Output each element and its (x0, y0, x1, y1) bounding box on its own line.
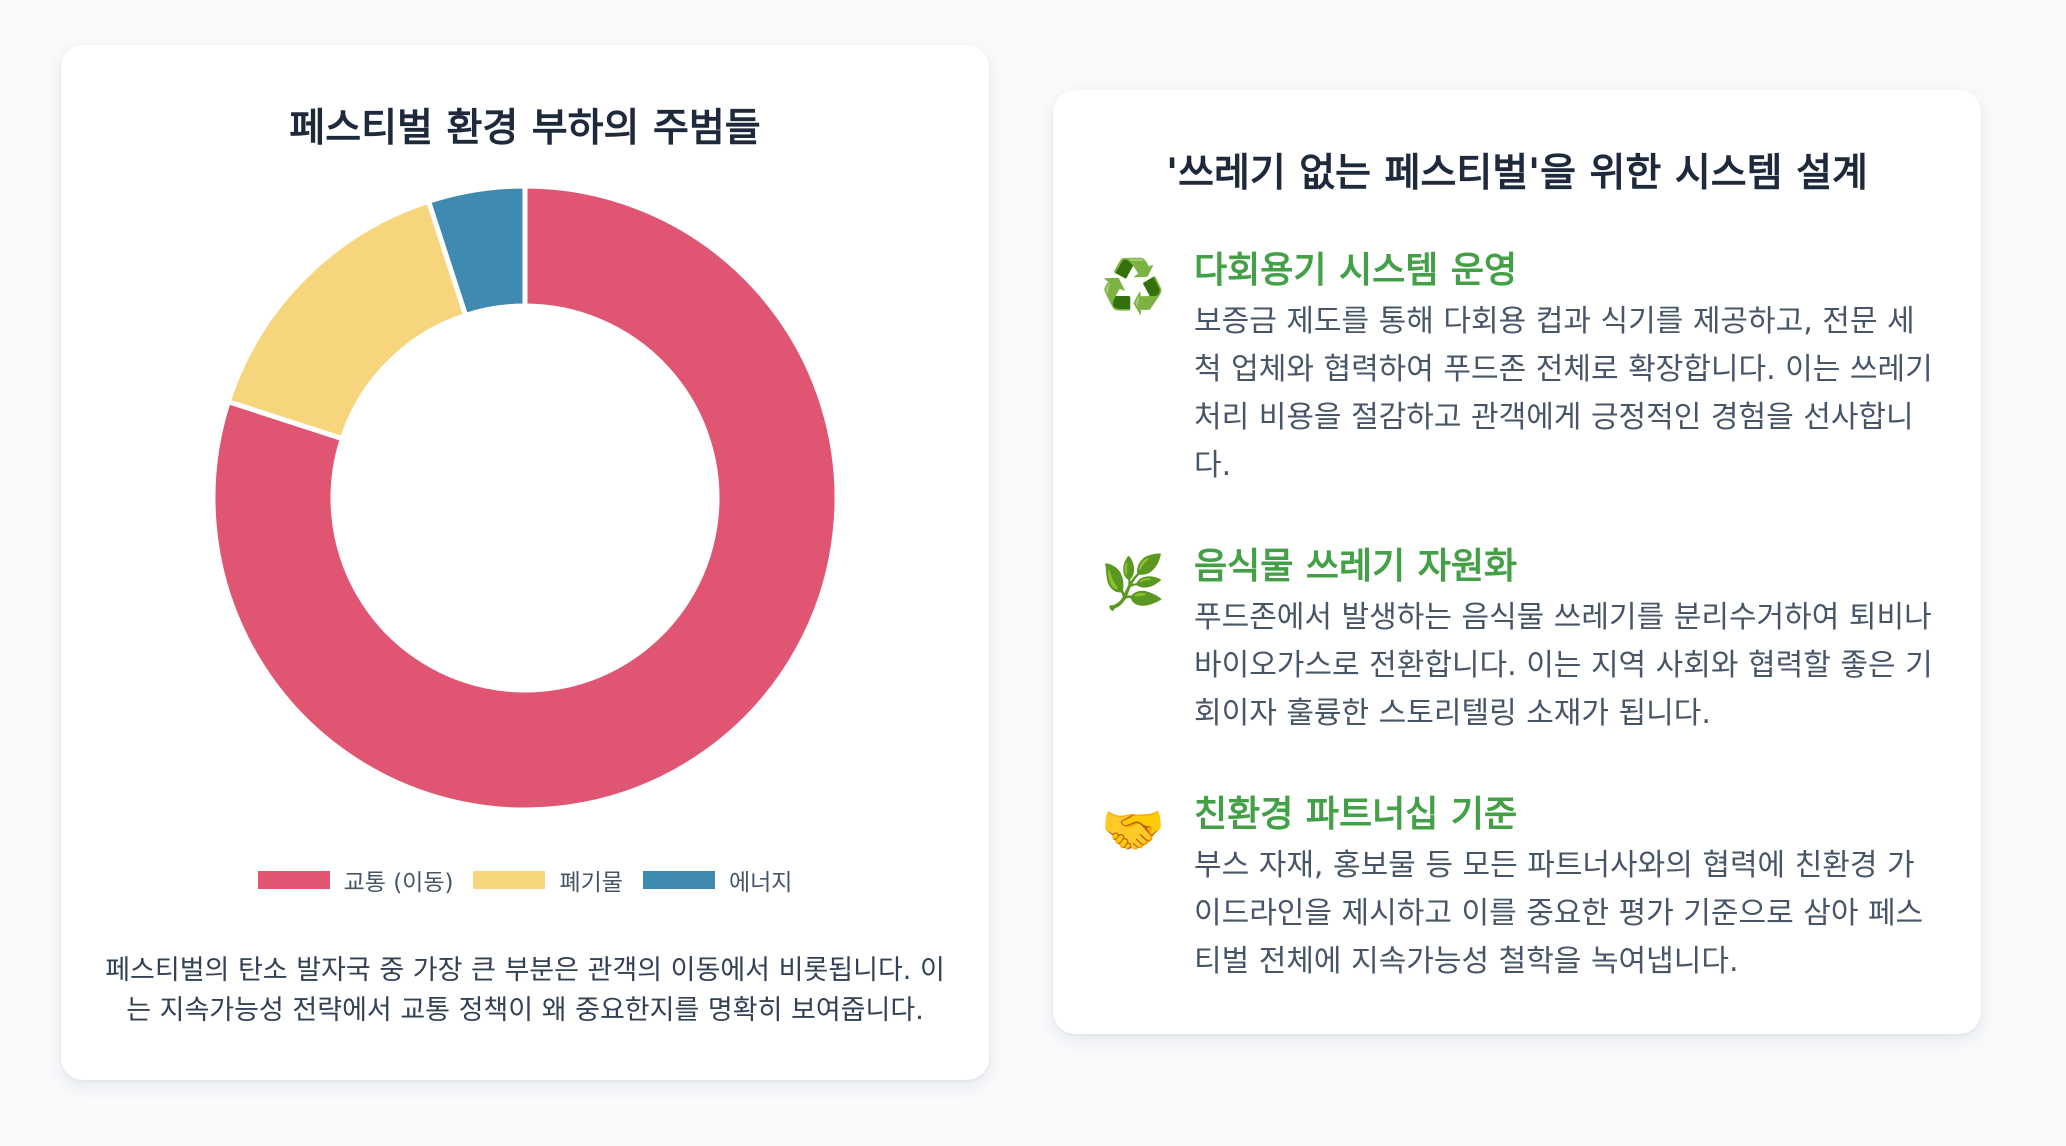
legend-item-energy[interactable]: 에너지 (642, 863, 793, 897)
legend-item-transport[interactable]: 교통 (이동) (257, 863, 454, 897)
recycle-icon: ♻️ (1100, 257, 1166, 317)
system-design-title: '쓰레기 없는 페스티벌'을 위한 시스템 설계 (1166, 151, 1868, 196)
legend-label-energy: 에너지 (728, 870, 793, 896)
feature-title: 친환경 파트너십 기준 (1194, 794, 1518, 835)
donut-slice-energy[interactable] (425, 183, 528, 319)
herb-icon: 🌿 (1100, 553, 1166, 613)
chart-legend: 교통 (이동) 폐기물 에너지 (61, 863, 989, 897)
chart-title: 페스티벌 환경 부하의 주범들 (289, 106, 761, 151)
chart-card: 페스티벌 환경 부하의 주범들 교통 (이동) 폐기물 에너지 페스티벌의 탄소… (61, 45, 989, 1080)
feature-title: 음식물 쓰레기 자원화 (1194, 546, 1518, 587)
donut-chart (210, 183, 840, 813)
donut-slices (210, 183, 840, 813)
chart-caption: 페스티벌의 탄소 발자국 중 가장 큰 부분은 관객의 이동에서 비롯됩니다. … (105, 955, 945, 1026)
feature-description: 보증금 제도를 통해 다회용 컵과 식기를 제공하고, 전문 세척 업체와 협력… (1194, 304, 1933, 483)
legend-item-waste[interactable]: 폐기물 (473, 863, 623, 897)
legend-label-transport: 교통 (이동) (343, 870, 454, 896)
handshake-icon: 🤝 (1100, 801, 1166, 861)
feature-description: 푸드존에서 발생하는 음식물 쓰레기를 분리수거하여 퇴비나 바이오가스로 전환… (1194, 600, 1933, 731)
donut-slice-transport[interactable] (210, 183, 840, 813)
system-design-card: '쓰레기 없는 페스티벌'을 위한 시스템 설계 ♻️ 다회용기 시스템 운영 … (1053, 90, 1981, 1034)
legend-swatch-energy (642, 871, 715, 889)
legend-swatch-transport (257, 871, 330, 889)
legend-swatch-waste (473, 871, 546, 889)
feature-description: 부스 자재, 홍보물 등 모든 파트너사와의 협력에 친환경 가이드라인을 제시… (1194, 848, 1924, 979)
feature-title: 다회용기 시스템 운영 (1194, 250, 1518, 291)
donut-slice-waste[interactable] (225, 198, 469, 442)
legend-label-waste: 폐기물 (559, 870, 623, 896)
